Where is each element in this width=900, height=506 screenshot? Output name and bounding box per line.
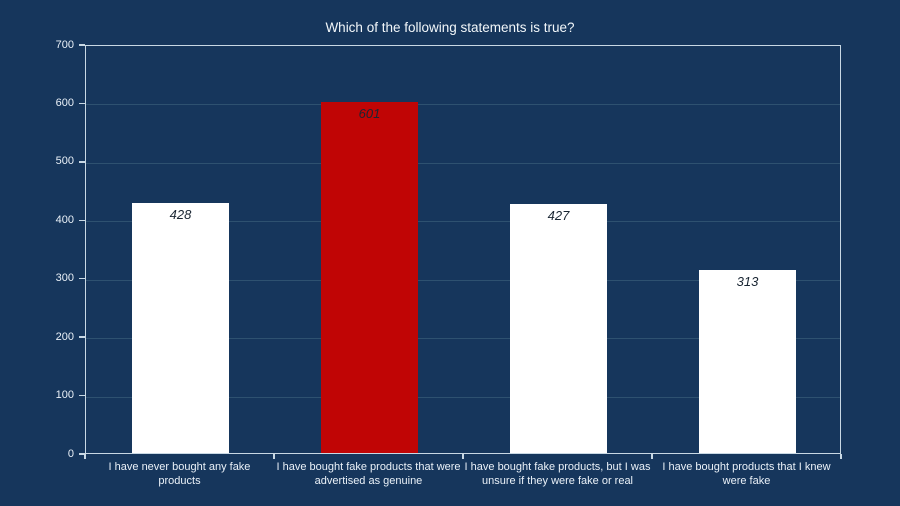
gridline-300 xyxy=(86,279,840,281)
x-tick-mark xyxy=(84,454,86,459)
x-tick-mark xyxy=(273,454,275,459)
y-tick-label: 400 xyxy=(55,213,74,226)
bar-value-label: 428 xyxy=(169,206,192,222)
y-tick-label: 500 xyxy=(55,155,74,168)
gridline-200 xyxy=(86,338,840,340)
bar-value-label: 601 xyxy=(358,105,381,121)
x-category-label: I have bought fake products, but I was u… xyxy=(464,461,651,487)
gridline-500 xyxy=(86,162,840,164)
y-tick-label: 600 xyxy=(55,96,74,109)
chart-title: Which of the following statements is tru… xyxy=(325,20,575,35)
bar-category-4: 313 xyxy=(699,270,796,453)
y-tick-mark xyxy=(79,277,85,280)
gridline-400 xyxy=(86,221,840,223)
y-tick-label: 700 xyxy=(55,38,74,51)
y-tick-mark xyxy=(79,394,85,397)
y-tick-mark xyxy=(79,102,85,105)
bar-value-label: 427 xyxy=(547,207,570,223)
bar-category-1: 428 xyxy=(132,202,229,453)
x-tick-mark xyxy=(462,454,464,459)
x-tick-mark xyxy=(840,454,842,459)
x-category-label: I have never bought any fake products xyxy=(108,461,251,487)
bar-category-2: 601 xyxy=(321,101,418,453)
y-tick-label: 100 xyxy=(55,389,74,402)
bar-category-3: 427 xyxy=(510,203,607,453)
gridline-600 xyxy=(86,104,840,106)
x-category-label: I have bought products that I knew were … xyxy=(662,461,831,487)
y-tick-mark xyxy=(79,219,85,222)
bar-value-label: 313 xyxy=(736,274,759,290)
gridline-100 xyxy=(86,396,840,398)
y-tick-mark xyxy=(79,44,85,46)
y-tick-label: 300 xyxy=(55,272,74,285)
y-tick-label: 200 xyxy=(55,330,74,343)
x-tick-mark xyxy=(651,454,653,459)
y-tick-mark xyxy=(79,453,85,455)
plot-area: 428 601 427 313 xyxy=(85,45,841,454)
y-tick-label: 0 xyxy=(67,447,74,460)
y-tick-mark xyxy=(79,161,85,163)
x-category-label: I have bought fake products that were ad… xyxy=(276,461,461,487)
y-tick-mark xyxy=(79,336,85,338)
